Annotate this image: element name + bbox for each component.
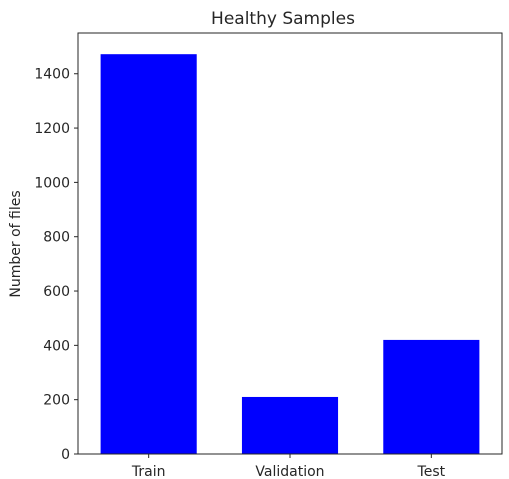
y-tick-label: 400 — [43, 338, 70, 354]
plot-frame — [77, 32, 503, 455]
y-tick-label: 0 — [61, 447, 70, 463]
bar-validation — [241, 396, 339, 454]
bar-test — [383, 339, 480, 454]
y-tick-label: 200 — [43, 393, 70, 409]
y-tick-label: 800 — [43, 230, 70, 246]
y-tick-label: 600 — [43, 284, 70, 300]
x-tick-label: Train — [131, 464, 166, 479]
bar-train — [100, 54, 197, 454]
y-tick-label: 1400 — [34, 67, 70, 83]
x-tick-label: Validation — [255, 464, 324, 479]
plot-area: Train Validation Test 0 200 400 600 800 1000 1200… — [34, 32, 503, 479]
y-tick-label: 1200 — [34, 121, 70, 137]
y-tick-label: 1000 — [34, 175, 70, 191]
chart-title: Healthy Samples — [211, 9, 355, 29]
x-tick-label: Test — [417, 464, 446, 479]
y-axis-label: Number of files — [8, 190, 24, 297]
